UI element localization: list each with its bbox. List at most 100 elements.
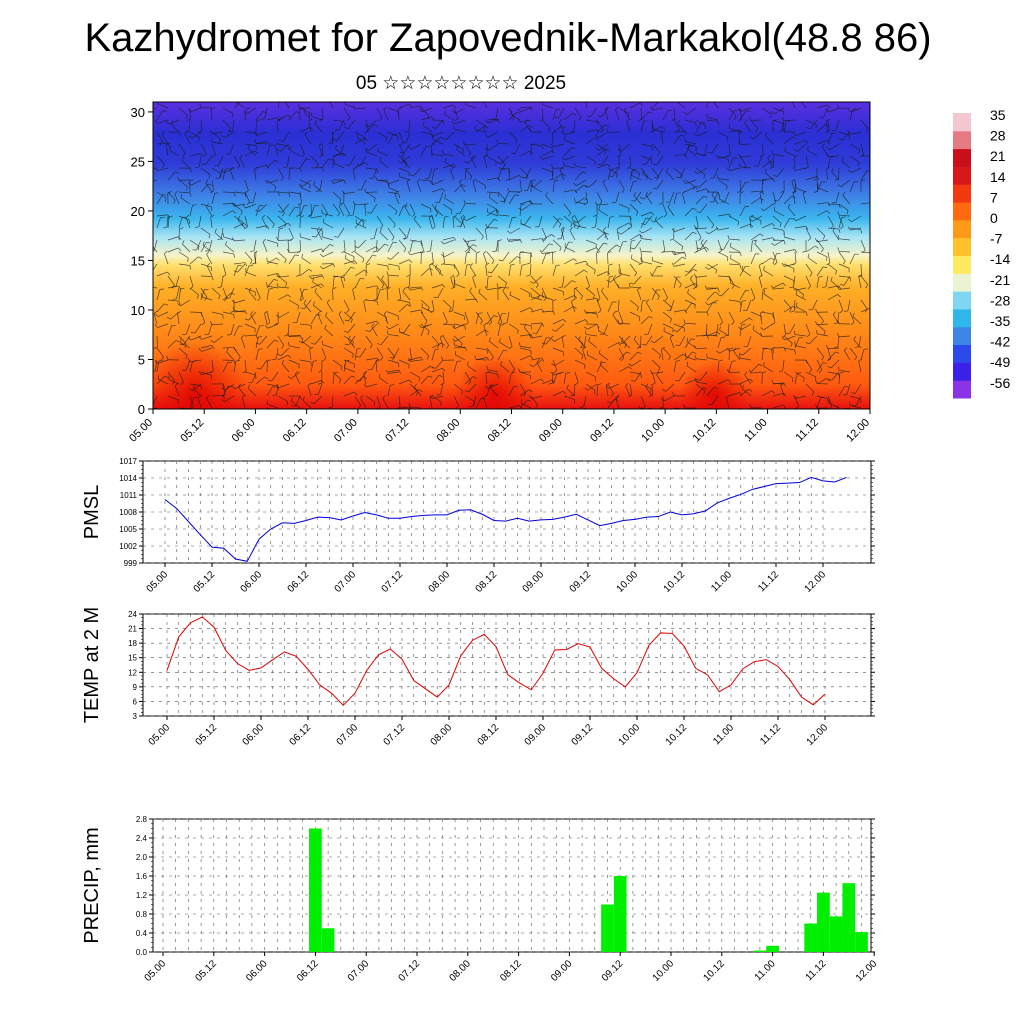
wind-barb-feather [523,393,527,397]
wind-barb-feather [696,379,701,381]
wind-barb-feather [694,354,697,359]
wind-barb [233,361,237,373]
wind-barb [687,148,697,157]
wind-barb [267,179,279,184]
wind-barb [805,323,811,335]
wind-barb-feather [690,275,694,279]
wind-barb-feather [825,109,830,113]
wind-barb-feather [594,269,596,274]
wind-barb-feather [866,128,869,133]
wind-barb [238,386,246,397]
wind-barb [827,351,836,361]
wind-barb-feather [773,175,778,177]
wind-barb-feather [664,297,668,302]
wind-barb [838,214,851,217]
wind-barb-feather [558,286,563,289]
wind-barb [266,289,270,301]
wind-barb [156,131,163,142]
wind-barb [629,241,632,253]
wind-barb [817,323,829,326]
wind-barb-feather [440,136,445,140]
wind-barb [222,359,235,361]
wind-barb-feather [726,369,730,373]
wind-barb-feather [528,125,533,128]
wind-barb [355,203,367,206]
wind-barb [347,323,356,333]
wind-barb [661,349,664,361]
wind-barb-feather [343,179,346,184]
wind-barb [519,371,531,376]
wind-barb [288,335,301,337]
wind-barb [211,167,222,175]
wind-barb-feather [154,120,158,124]
wind-barb [816,181,822,193]
wind-barb [816,378,827,385]
wind-barb [489,197,499,205]
wind-barb [651,383,653,396]
wind-barb [805,275,811,287]
wind-barb [832,314,840,325]
wind-barb [252,191,257,203]
wind-barb-feather [468,381,472,385]
wind-barb-feather [476,251,481,254]
wind-barb-feather [529,128,532,133]
wind-barb [317,383,323,395]
wind-barb-feather [264,310,268,314]
wind-barb-feather [794,155,799,158]
wind-barb [486,118,499,121]
wind-barb [652,371,664,374]
wind-barb [168,119,180,125]
colorbar-swatch [953,380,971,399]
wind-barb-feather [287,354,292,359]
wind-barb-feather [762,371,767,374]
x-tick-label: 11.12 [794,417,821,444]
wind-barb-feather [739,252,742,257]
wind-barb-feather [713,419,717,420]
wind-barb [634,191,642,202]
wind-barb-feather [206,262,211,267]
wind-barb-feather [836,285,840,290]
y-tick-label: 5 [138,352,145,367]
wind-barb [244,215,248,227]
wind-barb-feather [573,286,578,290]
wind-barb-feather [684,252,687,258]
wind-barb [514,143,521,154]
wind-barb-feather [486,349,489,354]
wind-barb [343,239,346,251]
wind-barb-feather [617,231,622,235]
wind-barb [563,203,571,213]
wind-barb [508,265,511,277]
wind-barb [365,395,376,403]
wind-barb [730,258,741,265]
wind-barb [450,169,455,181]
wind-barb [684,119,696,123]
wind-barb-feather [584,197,588,201]
wind-barb [343,391,355,397]
wind-barb [596,124,606,133]
wind-barb-feather [827,104,831,109]
wind-barb-feather [600,128,604,133]
wind-barb-feather [613,275,617,279]
wind-barb-feather [551,150,556,154]
wind-barb-feather [805,226,809,230]
wind-barb [847,299,851,311]
wind-barb-feather [267,359,272,362]
wind-barb [453,323,465,327]
wind-barb [789,323,796,334]
wind-barb [783,299,792,309]
wind-barb-feather [420,309,424,314]
wind-barb-feather [257,297,261,302]
wind-barb [573,383,576,395]
wind-barb-feather [363,298,368,302]
wind-barb-feather [318,142,323,146]
wind-barb-feather [305,158,310,160]
wind-barb-feather [826,152,829,157]
wind-barb [575,201,587,205]
wind-barb [521,203,532,211]
wind-barb-feather [200,153,204,158]
wind-barb [277,395,288,402]
wind-barb [750,215,762,221]
wind-barb [656,374,664,385]
wind-barb [398,239,407,249]
wind-barb [640,121,644,133]
